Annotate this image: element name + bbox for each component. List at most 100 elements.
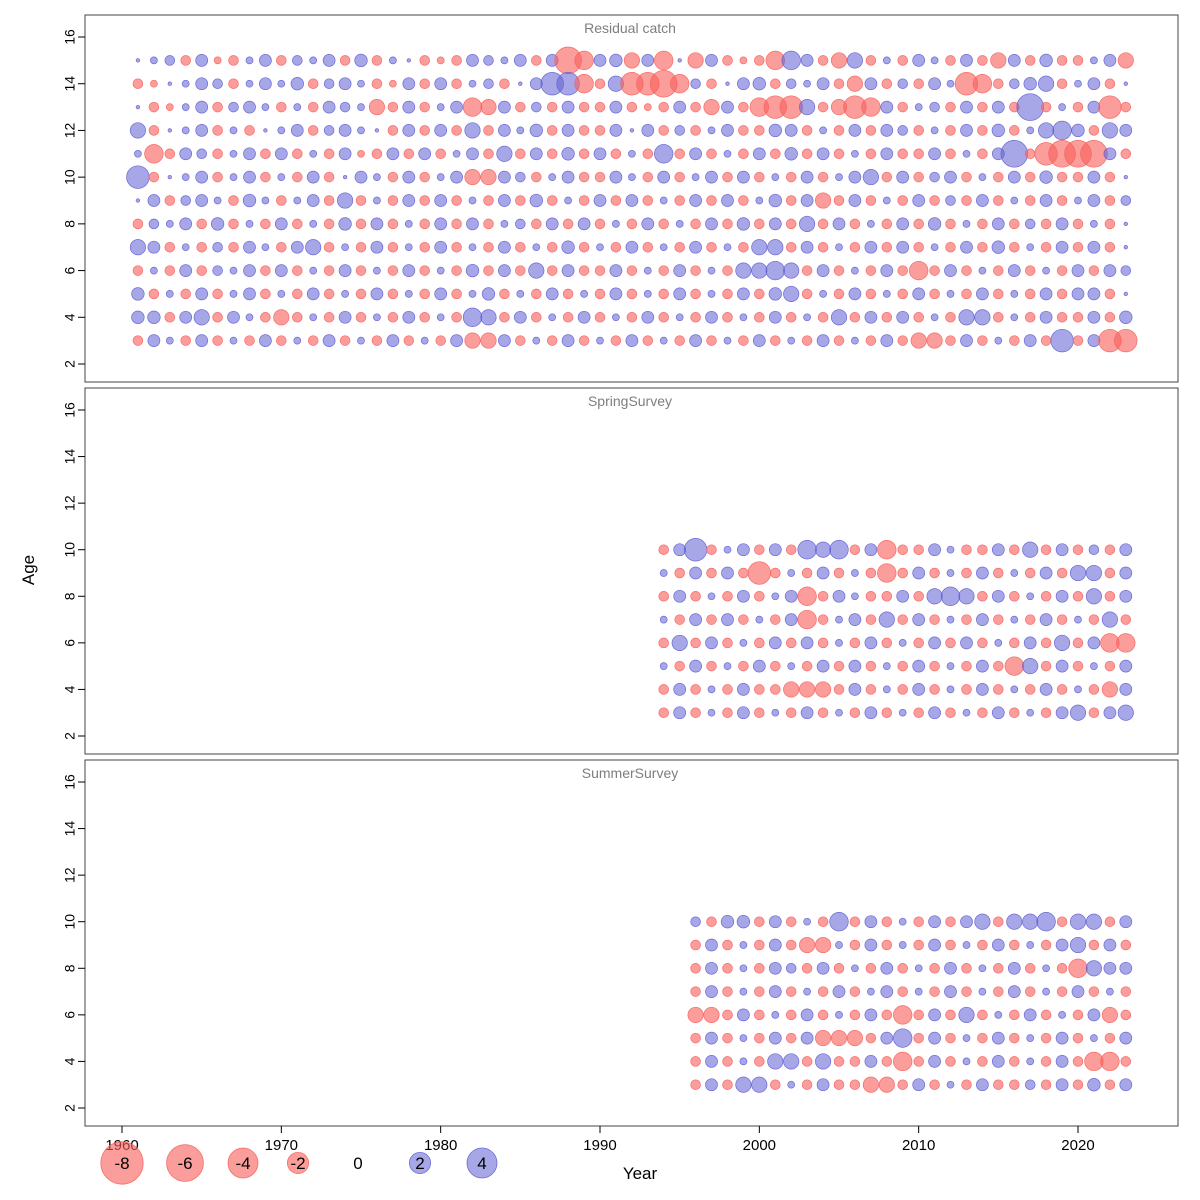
bubble — [893, 1028, 913, 1048]
bubble — [930, 243, 939, 252]
bubble — [738, 195, 749, 206]
bubble — [674, 335, 685, 346]
bubble — [466, 217, 479, 231]
bubble — [1040, 1032, 1052, 1044]
bubble — [593, 54, 607, 67]
bubble — [1104, 78, 1116, 89]
bubble — [803, 79, 811, 88]
bubble — [402, 194, 416, 207]
bubble — [516, 126, 525, 135]
bubble — [893, 1051, 913, 1072]
bubble — [977, 125, 988, 136]
bubble — [690, 916, 701, 927]
bubble — [830, 52, 848, 69]
bubble — [977, 55, 988, 66]
bubble — [1026, 941, 1035, 949]
bubble — [148, 125, 160, 136]
bubble — [945, 195, 956, 206]
bubble — [785, 78, 797, 89]
bubble — [323, 312, 335, 323]
bubble — [610, 241, 622, 253]
bubble — [1024, 218, 1036, 230]
bubble — [913, 312, 924, 323]
bubble — [817, 218, 829, 230]
bubble — [768, 985, 782, 998]
bubble — [993, 614, 1004, 625]
bubble — [532, 336, 541, 345]
bubble — [817, 986, 829, 997]
bubble — [994, 336, 1003, 345]
bubble — [958, 1006, 975, 1023]
bubble — [674, 171, 685, 183]
bubble — [1056, 567, 1068, 579]
bubble — [659, 196, 668, 205]
bubble — [596, 243, 604, 252]
bubble — [865, 55, 877, 66]
bubble — [865, 288, 877, 300]
bubble — [800, 706, 814, 720]
bubble — [1040, 591, 1052, 602]
bubble — [574, 74, 594, 94]
bubble — [212, 171, 223, 183]
bubble — [862, 1076, 879, 1093]
bubble — [1120, 1056, 1132, 1067]
bubble — [1024, 986, 1036, 997]
bubble — [940, 586, 961, 606]
bubble — [641, 310, 655, 324]
bubble — [195, 170, 209, 184]
y-tick-label: 8 — [62, 964, 78, 972]
bubble — [260, 218, 271, 230]
bubble — [419, 265, 430, 276]
bubble — [912, 566, 926, 580]
bubble — [307, 335, 319, 346]
bubble — [148, 171, 160, 183]
bubble — [991, 938, 1005, 952]
bubble — [167, 81, 172, 86]
panel-border — [84, 387, 1179, 755]
bubble — [290, 124, 304, 137]
bubble — [785, 312, 797, 323]
bubble — [1024, 614, 1036, 625]
bubble — [562, 288, 574, 300]
bubble — [767, 1053, 784, 1070]
bubble — [355, 218, 367, 230]
bubble — [483, 265, 494, 276]
bubble — [738, 241, 749, 253]
bubble — [1103, 264, 1117, 277]
bubble — [801, 1056, 813, 1067]
bubble — [881, 916, 893, 927]
bubble — [800, 1031, 814, 1045]
y-tick-label: 12 — [62, 122, 78, 138]
bubble — [577, 217, 591, 231]
bubble — [722, 963, 733, 974]
bubble — [623, 52, 640, 69]
bubble — [131, 287, 145, 301]
bubble — [944, 985, 957, 998]
bubble — [338, 310, 352, 324]
bubble — [881, 312, 893, 323]
bubble — [800, 170, 814, 184]
bubble — [659, 662, 668, 670]
bubble — [1055, 1078, 1069, 1092]
bubble — [673, 100, 687, 114]
bubble — [912, 287, 926, 301]
bubble — [1104, 567, 1116, 579]
bubble — [945, 101, 956, 113]
bubble — [578, 101, 590, 113]
bubble — [371, 148, 383, 160]
bubble — [707, 290, 716, 298]
panel-2: 2468101214161960197019801990200020102020 — [62, 759, 1179, 1154]
bubble — [1040, 1079, 1052, 1090]
bubble — [910, 332, 927, 349]
bubble — [770, 684, 781, 695]
bubble — [803, 987, 811, 996]
bubble — [690, 218, 701, 230]
bubble — [658, 125, 669, 136]
bubble — [1123, 291, 1128, 297]
bubble — [132, 78, 144, 89]
bubble — [1088, 125, 1100, 136]
bubble — [387, 171, 399, 183]
bubble — [897, 335, 908, 346]
